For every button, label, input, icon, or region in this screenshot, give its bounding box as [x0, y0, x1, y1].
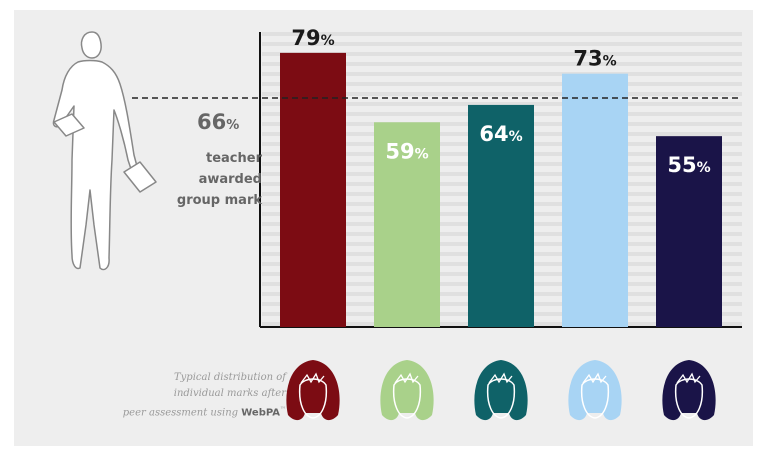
chart-panel: 79% 59% 64% 73% 55% 66% teacher awarded grou…	[14, 10, 753, 446]
student-face-1-icon	[286, 360, 340, 421]
bar-5	[656, 136, 722, 327]
caption-trademark: ™	[280, 406, 286, 413]
bar-value-label-2: 59%	[385, 139, 428, 163]
bar-value-label-3: 64%	[479, 122, 522, 146]
bar-3	[468, 104, 534, 327]
caption-line-2: individual marks after	[173, 388, 286, 399]
student-face-4-icon	[568, 360, 622, 421]
teacher-mark-value: 66%	[197, 110, 240, 134]
student-face-5-icon	[662, 360, 716, 421]
teacher-label-line-1: teacher	[206, 151, 262, 166]
teacher-figure-icon	[52, 31, 157, 271]
student-face-2-icon	[380, 360, 434, 421]
bars	[280, 52, 722, 328]
caption-brand: WebPA	[241, 407, 280, 419]
bar-2	[374, 122, 440, 328]
bar-4	[562, 73, 628, 327]
teacher-label-line-2: awarded	[198, 172, 262, 187]
caption-line-3: peer assessment using WebPA™	[54, 402, 286, 421]
chart-caption: Typical distribution of individual marks…	[54, 370, 286, 421]
bar-value-label-4: 73%	[573, 47, 616, 71]
bar-labels: 79% 59% 64% 73% 55%	[291, 26, 710, 177]
chart-canvas: 79% 59% 64% 73% 55%	[52, 26, 742, 421]
bar-value-label-1: 79%	[291, 26, 334, 50]
student-face-3-icon	[474, 360, 528, 421]
caption-line-3-text: peer assessment using	[122, 407, 239, 419]
caption-line-1: Typical distribution of	[173, 372, 286, 383]
teacher-mark-label: teacher awarded group mark	[144, 148, 262, 211]
bar-1	[280, 52, 346, 328]
bar-value-label-5: 55%	[667, 153, 710, 177]
teacher-label-line-3: group mark	[176, 193, 262, 208]
student-faces	[286, 360, 716, 421]
